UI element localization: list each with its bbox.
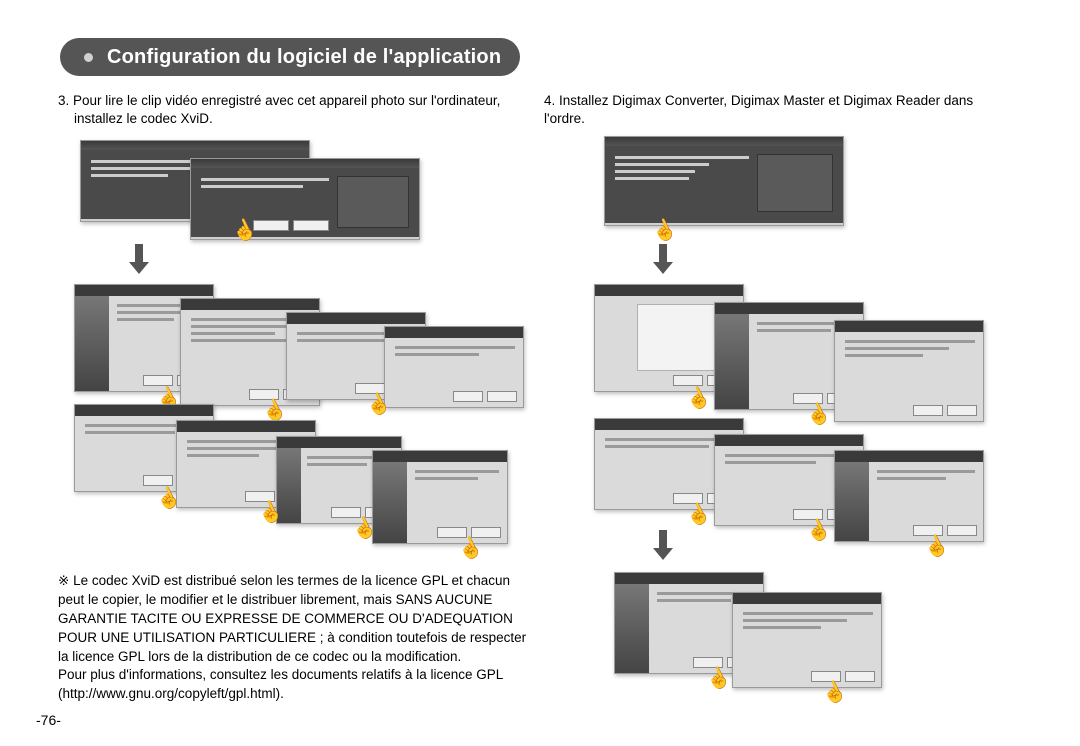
note-marker: ※ <box>58 573 69 588</box>
step-4: 4. Installez Digimax Converter, Digimax … <box>544 92 1004 128</box>
down-arrow-icon <box>130 244 148 274</box>
down-arrow-icon <box>654 530 672 560</box>
wizard-dialog <box>732 592 882 688</box>
manual-page: Configuration du logiciel de l'applicati… <box>0 0 1080 746</box>
down-arrow-icon <box>654 244 672 274</box>
step-3-line1: Pour lire le clip vidéo enregistré avec … <box>73 93 500 108</box>
wizard-dialog <box>834 320 984 422</box>
wizard-dialog <box>372 450 508 544</box>
step-3: 3. Pour lire le clip vidéo enregistré av… <box>58 92 518 128</box>
codec-license-note: ※ Le codec XviD est distribué selon les … <box>58 572 528 704</box>
wizard-dialog <box>834 450 984 542</box>
title-bullet-icon <box>84 53 93 62</box>
right-column: 4. Installez Digimax Converter, Digimax … <box>544 92 1004 138</box>
step-4-number: 4. <box>544 93 555 108</box>
step-4-text: Installez Digimax Converter, Digimax Mas… <box>544 93 973 126</box>
installer-banner-3 <box>604 136 844 226</box>
installer-banner-2 <box>190 158 420 240</box>
page-number: -76- <box>36 712 61 728</box>
wizard-dialog <box>384 326 524 408</box>
section-title-pill: Configuration du logiciel de l'applicati… <box>60 38 520 76</box>
step-3-number: 3. <box>58 93 69 108</box>
section-title: Configuration du logiciel de l'applicati… <box>107 46 501 69</box>
left-column: 3. Pour lire le clip vidéo enregistré av… <box>58 92 518 138</box>
step-3-line2: installez le codec XviD. <box>74 110 213 128</box>
note-text: Le codec XviD est distribué selon les te… <box>58 573 526 701</box>
